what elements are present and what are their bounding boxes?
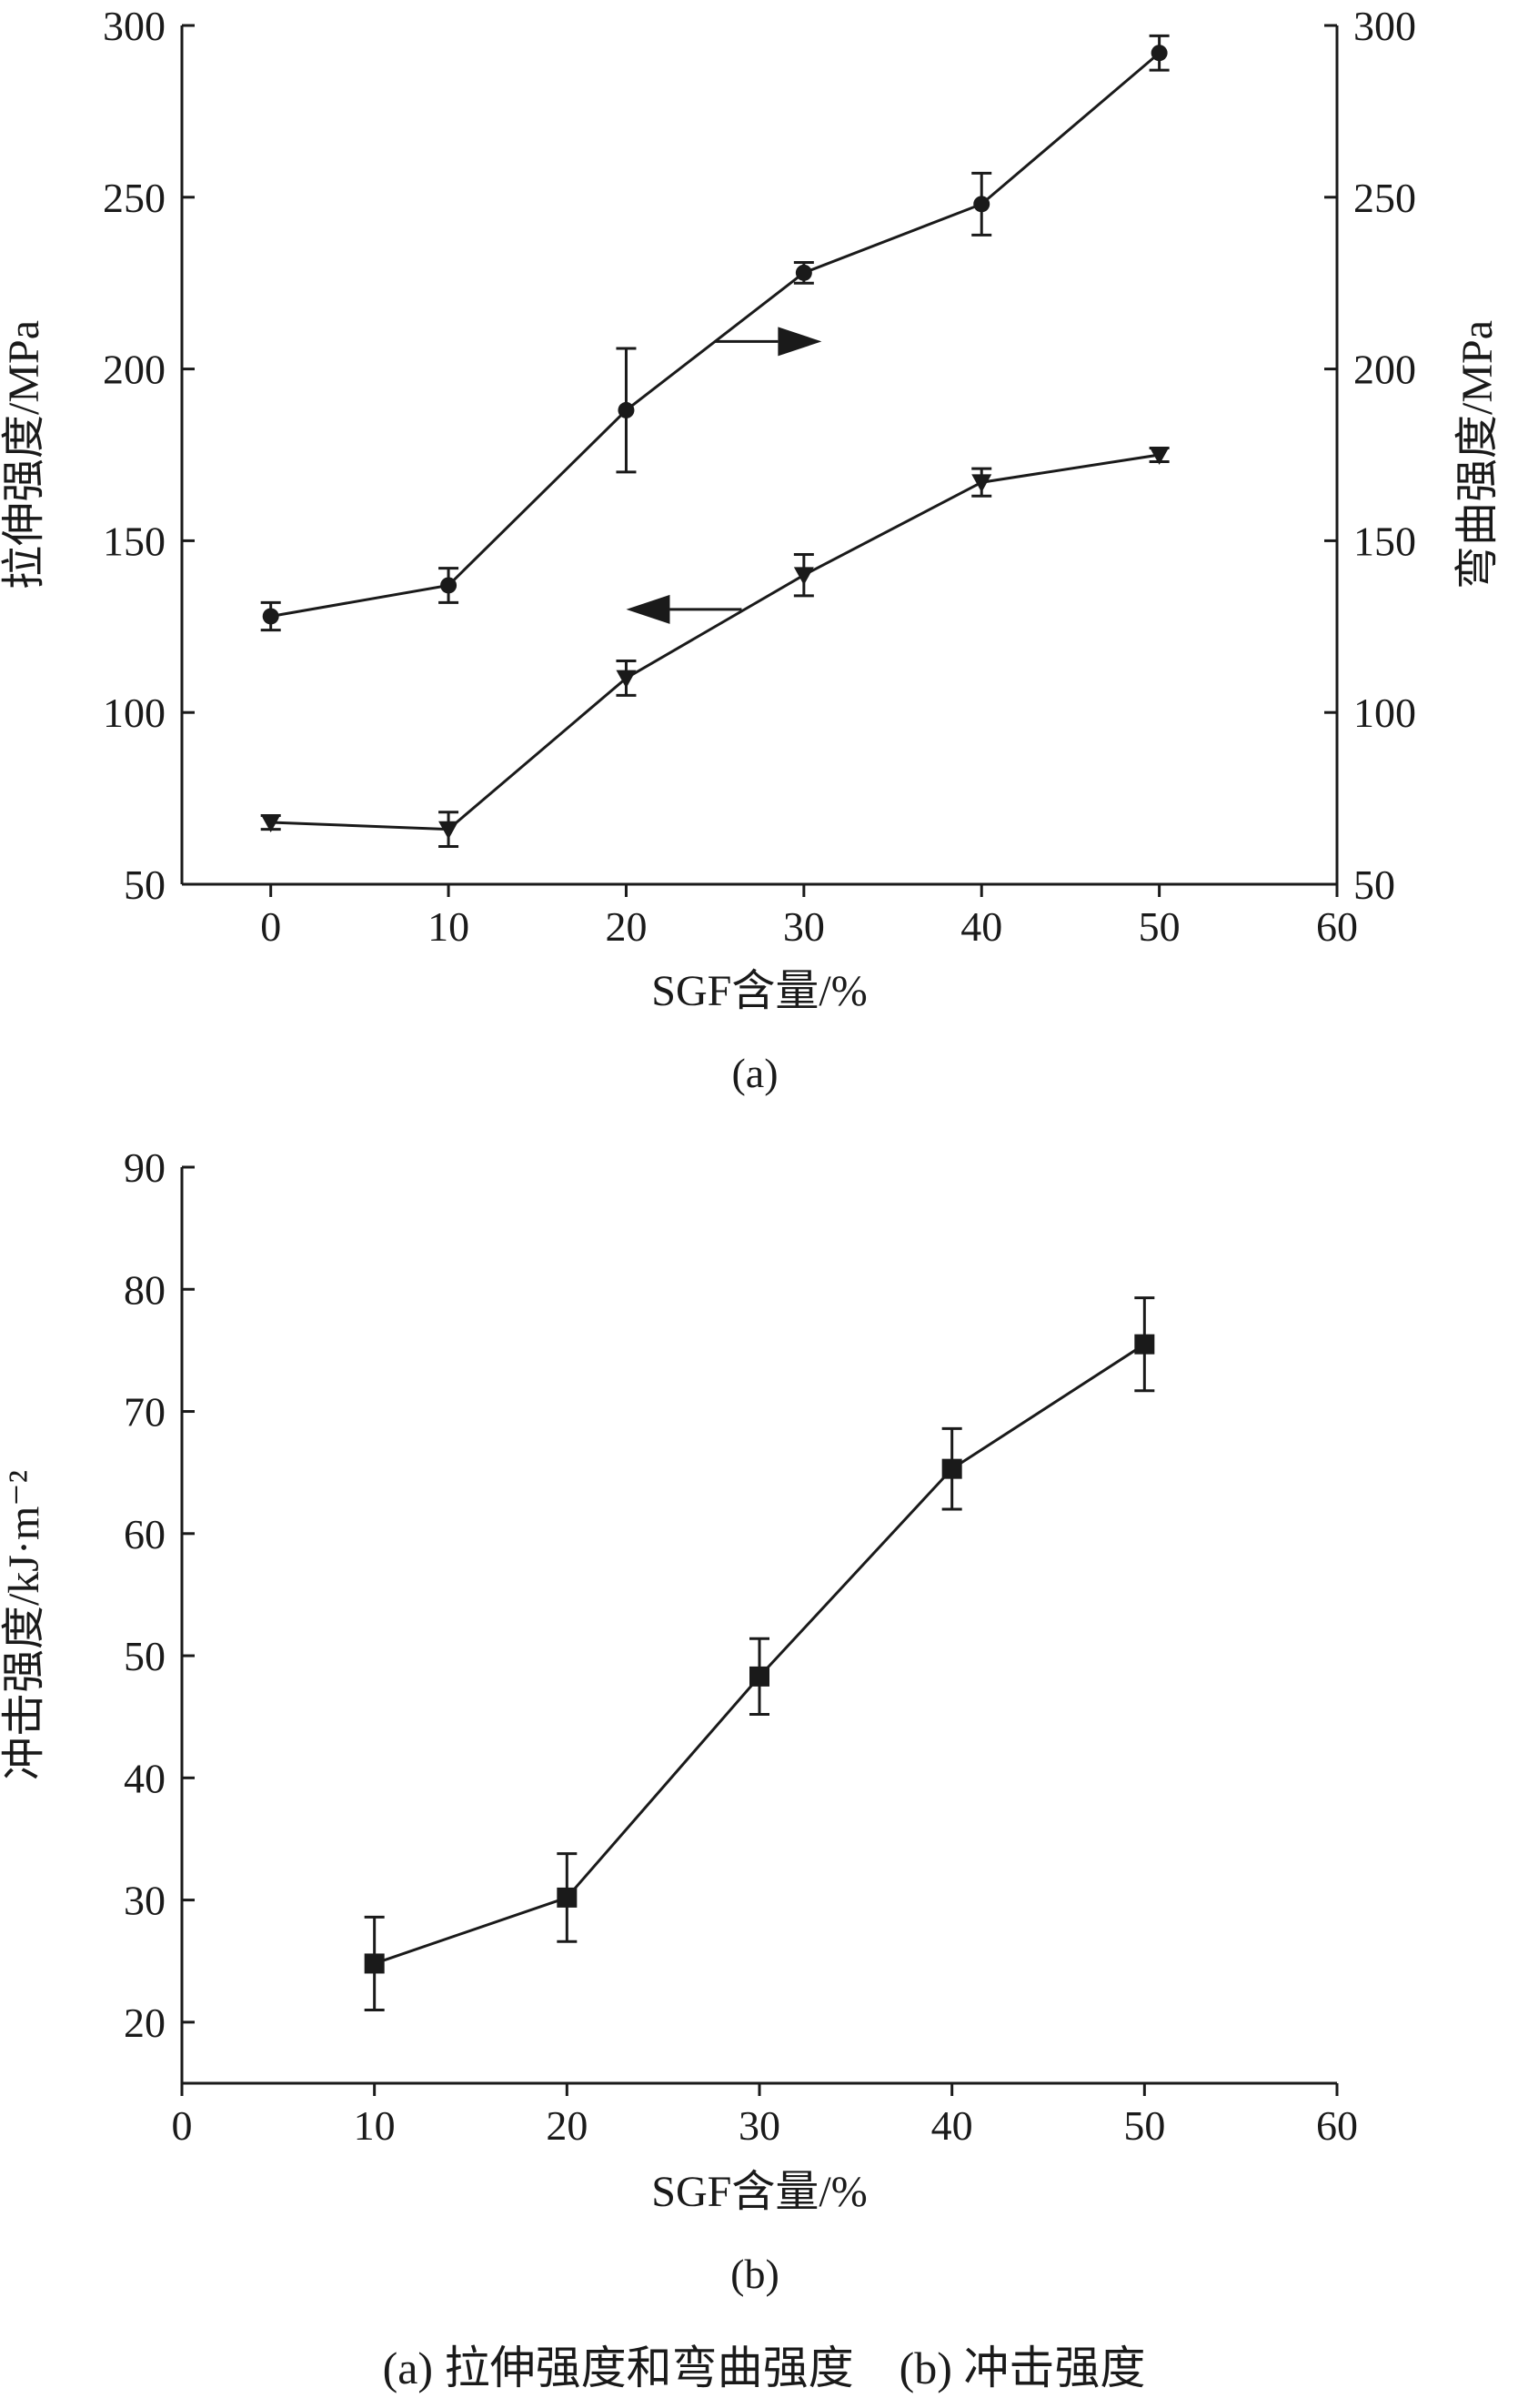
y2-tick-label: 150 xyxy=(1353,518,1416,564)
y-tick-label: 30 xyxy=(124,1878,166,1924)
y2-tick-label: 100 xyxy=(1353,690,1416,736)
series-2-point xyxy=(260,814,281,833)
series-1-point xyxy=(1151,45,1168,62)
series-2-point xyxy=(793,567,814,586)
y-tick-label: 200 xyxy=(103,347,166,393)
series-1-point xyxy=(262,608,279,625)
y2-tick-label: 50 xyxy=(1353,861,1395,908)
arrow-left-head xyxy=(626,594,670,624)
x-tick-label: 60 xyxy=(1316,2102,1358,2149)
panel-label: (b) xyxy=(730,2251,779,2297)
series-1-point xyxy=(440,577,457,594)
y2-tick-label: 300 xyxy=(1353,3,1416,49)
y2-axis-title: 弯曲强度/MPa xyxy=(1453,320,1502,589)
series-1-point xyxy=(364,1953,385,1974)
series-2-point xyxy=(1149,447,1170,465)
x-tick-label: 60 xyxy=(1316,903,1358,950)
series-1-point xyxy=(1134,1334,1155,1355)
figure-caption: (a) 拉伸强度和弯曲强度 (b) 冲击强度 xyxy=(383,2343,1146,2393)
y-tick-label: 70 xyxy=(124,1389,166,1436)
y-axis-title: 拉伸强度/MPa xyxy=(0,320,48,589)
y-tick-label: 150 xyxy=(103,518,166,564)
series-2-point xyxy=(438,821,459,840)
x-tick-label: 30 xyxy=(739,2102,780,2149)
x-axis-title: SGF含量/% xyxy=(651,967,867,1015)
y-tick-label: 20 xyxy=(124,2000,166,2046)
panel-b: 0 10 20 30 40 50 60 20 30 40 50 60 70 80 90 SGF含量/% 冲击强度… xyxy=(0,1144,1358,2297)
x-tick-label: 20 xyxy=(546,2102,588,2149)
panel-label: (a) xyxy=(731,1050,778,1096)
y2-tick-label: 250 xyxy=(1353,175,1416,221)
x-tick-label: 20 xyxy=(605,903,647,950)
y-tick-label: 80 xyxy=(124,1266,166,1313)
series-2-line xyxy=(270,453,1160,831)
series-1-point xyxy=(557,1887,578,1908)
y-axis-title: 冲击强度/kJ·m⁻² xyxy=(0,1470,48,1780)
x-tick-label: 0 xyxy=(260,903,281,950)
x-tick-label: 40 xyxy=(960,903,1002,950)
x-axis-title: SGF含量/% xyxy=(651,2168,867,2216)
y-tick-label: 60 xyxy=(124,1511,166,1557)
series-2-point xyxy=(616,670,637,689)
series-1-point xyxy=(618,401,635,418)
y-tick-label: 40 xyxy=(124,1755,166,1801)
series-2-point xyxy=(971,474,992,493)
y-tick-label: 90 xyxy=(124,1144,166,1191)
x-tick-label: 40 xyxy=(931,2102,973,2149)
series-1-point xyxy=(749,1666,769,1687)
x-tick-label: 0 xyxy=(172,2102,193,2149)
panel-a: 0 10 20 30 40 50 60501001502002503005010015020… xyxy=(0,3,1502,1096)
x-tick-label: 10 xyxy=(427,903,469,950)
arrow-right-head xyxy=(778,327,822,357)
x-tick-label: 50 xyxy=(1123,2102,1165,2149)
x-tick-label: 50 xyxy=(1139,903,1181,950)
y-tick-label: 300 xyxy=(103,3,166,49)
series-1-line xyxy=(270,52,1161,618)
y-tick-label: 50 xyxy=(124,861,166,908)
y-tick-label: 100 xyxy=(103,690,166,736)
series-1-point xyxy=(973,196,990,213)
series-1-point xyxy=(795,264,812,281)
series-1-point xyxy=(941,1458,962,1479)
x-tick-label: 30 xyxy=(783,903,825,950)
x-tick-label: 10 xyxy=(354,2102,396,2149)
y2-tick-label: 200 xyxy=(1353,347,1416,393)
y-tick-label: 50 xyxy=(124,1633,166,1679)
y-tick-label: 250 xyxy=(103,175,166,221)
